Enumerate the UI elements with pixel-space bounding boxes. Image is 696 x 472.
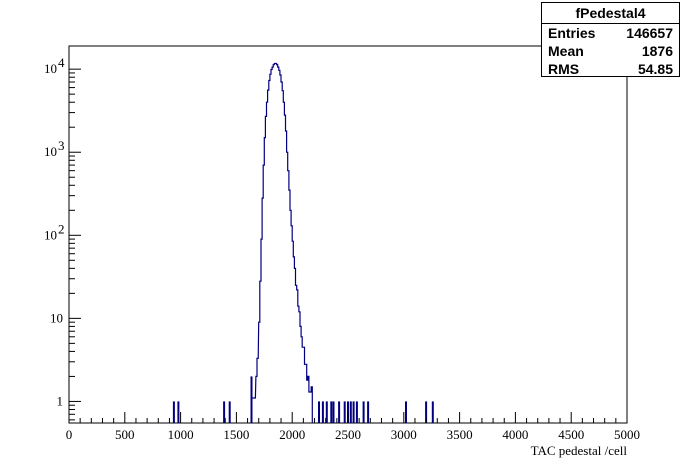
x-tick-label: 2500 <box>335 427 361 442</box>
x-tick-label: 500 <box>115 427 135 442</box>
stats-label-rms: RMS <box>548 61 580 77</box>
stats-value-mean: 1876 <box>641 43 673 59</box>
histogram-bin-2 <box>223 401 226 423</box>
histogram-bin-8 <box>330 401 333 423</box>
histogram-bin-19 <box>425 401 428 423</box>
axes: 0 500 1000 1500 2000 2500 3000 3500 4000 4500 5000… <box>44 55 640 458</box>
histogram-bin-15 <box>355 401 358 423</box>
stats-value-entries: 146657 <box>626 25 673 41</box>
y-tick-label: 10 <box>50 310 63 325</box>
plot-area-border <box>68 45 628 424</box>
y-tick-exponent: 3 <box>58 138 65 153</box>
x-tick-label: 2000 <box>279 427 305 442</box>
stats-box: fPedestal4 Entries 146657 Mean 1876 RMS … <box>541 2 680 77</box>
stats-label-mean: Mean <box>548 43 584 59</box>
x-tick-label: 1500 <box>223 427 249 442</box>
histogram-bin-18 <box>405 401 407 423</box>
x-tick-label: 0 <box>66 427 73 442</box>
histogram-bin-9 <box>332 401 335 423</box>
x-tick-label: 3000 <box>391 427 417 442</box>
y-tick-label: 10 <box>44 227 57 242</box>
x-tick-label: 1000 <box>168 427 194 442</box>
histogram-series <box>172 62 434 423</box>
y-tick-exponent: 2 <box>58 221 65 236</box>
histogram-bin-3 <box>228 401 231 423</box>
histogram-bin-4 <box>250 376 253 423</box>
histogram-bin-16 <box>362 401 365 423</box>
histogram-bin-6 <box>321 401 324 423</box>
stats-row-entries: Entries 146657 <box>542 24 679 42</box>
histogram-bin-13 <box>349 401 352 423</box>
stats-title: fPedestal4 <box>542 3 679 24</box>
stats-row-mean: Mean 1876 <box>542 42 679 60</box>
x-tick-label: 4000 <box>502 427 528 442</box>
y-tick-label: 10 <box>44 61 57 76</box>
y-tick-label: 10 <box>44 144 57 159</box>
histogram-bin-7 <box>325 401 328 423</box>
x-axis-title: TAC pedestal /cell <box>531 443 628 458</box>
histogram-bin-10 <box>338 401 341 423</box>
x-tick-label: 5000 <box>614 427 640 442</box>
histogram-bin-17 <box>367 401 370 423</box>
stats-label-entries: Entries <box>548 25 596 41</box>
histogram-bin-5 <box>318 401 320 423</box>
plot-frame <box>68 45 628 424</box>
stats-value-rms: 54.85 <box>637 61 673 77</box>
histogram-bin-14 <box>352 401 355 423</box>
x-tick-label: 3500 <box>447 427 473 442</box>
histogram-bin-20 <box>431 401 434 423</box>
stats-row-rms: RMS 54.85 <box>542 60 679 78</box>
histogram-bin-0 <box>172 401 175 423</box>
histogram-bin-11 <box>343 401 346 423</box>
histogram-main-peak <box>250 62 313 423</box>
y-tick-exponent: 4 <box>58 55 65 70</box>
histogram-bin-1 <box>177 401 180 423</box>
x-tick-label: 4500 <box>558 427 584 442</box>
y-tick-label: 1 <box>57 393 64 408</box>
